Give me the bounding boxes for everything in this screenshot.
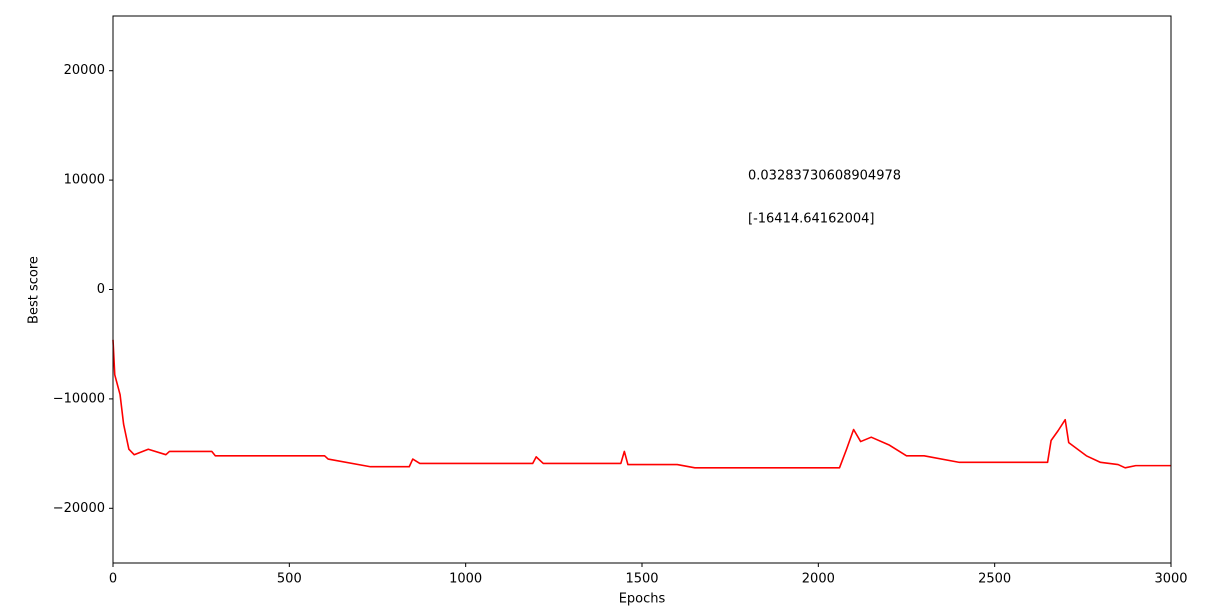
x-axis-label: Epochs: [619, 592, 666, 607]
y-tick-label: −10000: [53, 391, 105, 406]
y-tick-label: −20000: [53, 501, 105, 516]
x-tick-label: 2000: [802, 572, 835, 587]
y-tick-label: 20000: [64, 63, 105, 78]
x-tick-label: 0: [109, 572, 117, 587]
x-tick-label: 1500: [625, 572, 658, 587]
x-tick-label: 3000: [1154, 572, 1187, 587]
y-tick-label: 10000: [64, 173, 105, 188]
annotation: 0.03283730608904978: [748, 169, 901, 184]
y-axis-label: Best score: [27, 256, 42, 324]
x-tick-label: 2500: [978, 572, 1011, 587]
annotation: [-16414.64162004]: [748, 212, 875, 227]
plot-frame: [112, 15, 1172, 564]
y-tick-label: 0: [97, 282, 105, 297]
x-tick-label: 1000: [449, 572, 482, 587]
x-tick-label: 500: [277, 572, 302, 587]
line-series: [112, 339, 1171, 469]
